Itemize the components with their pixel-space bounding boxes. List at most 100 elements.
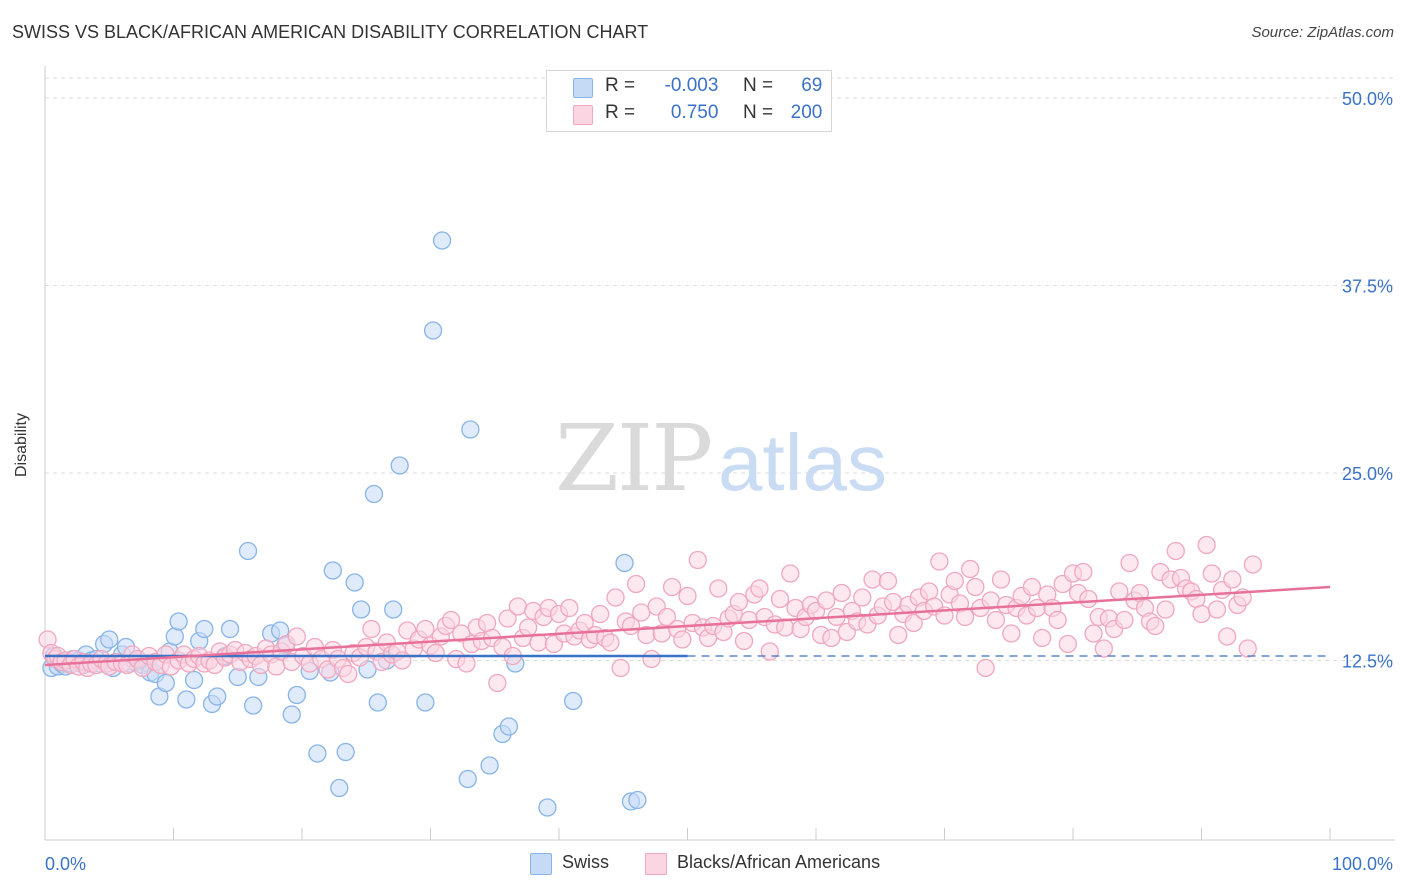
black-point: [750, 579, 769, 598]
black-point: [986, 610, 1006, 630]
black-point: [709, 579, 728, 598]
source-label: Source: ZipAtlas.com: [1251, 24, 1394, 41]
y-tick-label: 12.5%: [1342, 652, 1393, 672]
black-point: [590, 604, 610, 624]
swiss-point: [461, 420, 480, 439]
swiss-point: [287, 685, 307, 705]
swiss-point: [351, 600, 371, 619]
swiss-point: [416, 693, 435, 712]
swiss-point: [563, 691, 583, 711]
black-point: [1002, 624, 1021, 643]
black-point: [673, 630, 692, 649]
swiss-point: [100, 630, 119, 649]
swiss-point: [364, 484, 384, 504]
black-point: [1022, 577, 1042, 597]
black-point: [853, 588, 872, 607]
black-point: [1197, 535, 1216, 555]
black-point: [1166, 541, 1185, 561]
black-point: [560, 598, 579, 618]
black-point: [678, 586, 697, 606]
black-point: [426, 643, 445, 663]
black-point: [740, 610, 759, 630]
black-point: [339, 664, 358, 684]
black-point: [1238, 639, 1257, 658]
swiss-point: [384, 600, 403, 619]
swiss-point: [282, 705, 301, 724]
swiss-swatch: [573, 78, 593, 98]
black-point: [822, 628, 841, 648]
swiss-point: [628, 790, 647, 810]
swiss-point: [165, 627, 184, 646]
black-point: [734, 631, 754, 651]
black-point: [991, 570, 1011, 589]
swiss-point: [177, 690, 196, 709]
n-label: N =: [742, 75, 774, 96]
r-label: R =: [605, 75, 636, 96]
black-point: [416, 619, 435, 639]
black-point: [781, 564, 800, 583]
stats-legend: R = -0.003 N = 69 R = 0.750 N = 200: [546, 70, 832, 132]
black-point: [1074, 562, 1093, 582]
black-point: [1207, 600, 1227, 619]
y-tick-label: 25.0%: [1342, 464, 1393, 484]
black-point: [945, 571, 964, 591]
black-r-value: 0.750: [670, 102, 719, 123]
black-point: [760, 642, 779, 661]
black-point: [930, 552, 949, 571]
black-point: [1146, 616, 1165, 636]
swiss-point: [458, 769, 477, 789]
black-point: [863, 570, 882, 589]
x-tick-label-max: 100.0%: [1332, 854, 1393, 874]
chart-title: SWISS VS BLACK/AFRICAN AMERICAN DISABILI…: [12, 22, 649, 42]
black-point: [519, 618, 538, 637]
black-point: [1058, 634, 1078, 654]
swiss-point: [308, 744, 327, 763]
swiss-point: [228, 667, 247, 687]
black-point: [770, 589, 790, 609]
black-point: [287, 627, 307, 646]
swiss-point: [368, 693, 387, 712]
black-point: [1120, 553, 1139, 573]
black-point: [1033, 628, 1052, 648]
watermark-atlas: atlas: [718, 418, 887, 507]
swiss-point: [244, 696, 263, 715]
swiss-legend-swatch: [530, 853, 552, 875]
watermark-zip: ZIP: [555, 405, 711, 512]
swiss-point: [330, 778, 349, 798]
black-point: [601, 633, 620, 652]
black-point: [1156, 600, 1175, 619]
black-point: [498, 609, 517, 628]
black-point: [1115, 610, 1134, 630]
black-point: [832, 583, 851, 603]
swiss-r-value: -0.003: [664, 75, 719, 96]
swiss-point: [323, 561, 342, 580]
black-point: [1110, 582, 1129, 601]
swiss-point: [220, 619, 240, 639]
swiss-point: [538, 798, 557, 817]
swiss-point: [390, 456, 409, 475]
black-point: [1048, 610, 1067, 630]
black-point: [1192, 604, 1211, 624]
black-point: [611, 658, 630, 678]
black-point: [657, 607, 677, 627]
black-point: [606, 588, 625, 607]
black-point: [966, 577, 985, 597]
black-point: [632, 603, 651, 622]
swiss-point: [432, 231, 452, 250]
black-point: [976, 658, 995, 678]
swiss-point: [184, 670, 204, 690]
black-point: [1079, 589, 1098, 609]
y-tick-label: 50.0%: [1342, 89, 1393, 109]
black-point: [1243, 555, 1263, 574]
swiss-point: [615, 553, 634, 573]
black-point: [457, 654, 476, 673]
swiss-point: [208, 687, 227, 706]
black-point: [508, 597, 528, 616]
black-n-value: 200: [790, 102, 823, 123]
black-trend-line: [44, 585, 1331, 667]
black-point: [1202, 564, 1221, 583]
x-tick-label-min: 0.0%: [45, 854, 86, 874]
swiss-point: [499, 717, 519, 736]
black-point: [626, 574, 646, 594]
